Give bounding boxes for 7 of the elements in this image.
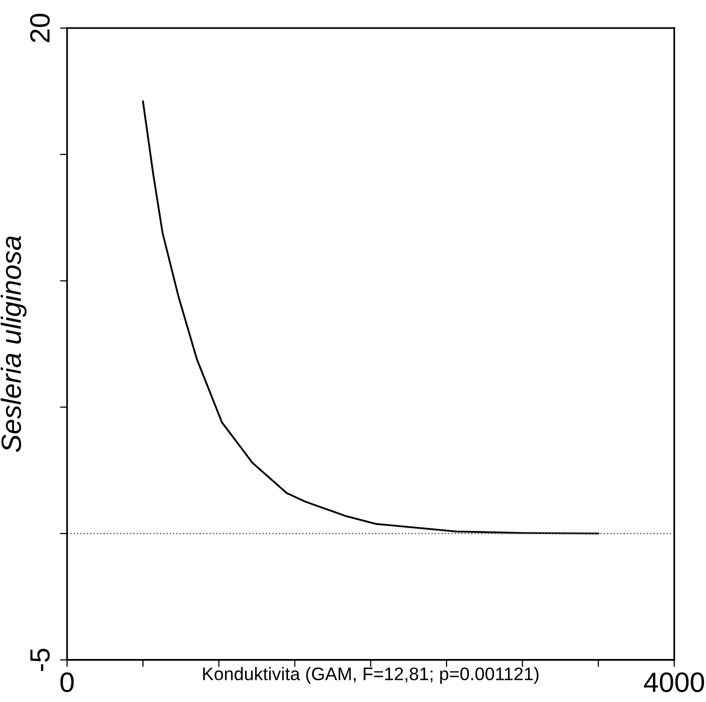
- x-tick-label: 4000: [644, 672, 704, 692]
- line-series: [142, 100, 600, 534]
- y-tick-label: 20: [30, 14, 50, 42]
- x-tick-label: 0: [60, 672, 74, 692]
- y-axis-title: Sesleria uliginosa: [0, 236, 27, 452]
- y-tick-label: -5: [30, 648, 50, 671]
- x-axis-title: Konduktivita (GAM, F=12,81; p=0.001121): [203, 667, 538, 684]
